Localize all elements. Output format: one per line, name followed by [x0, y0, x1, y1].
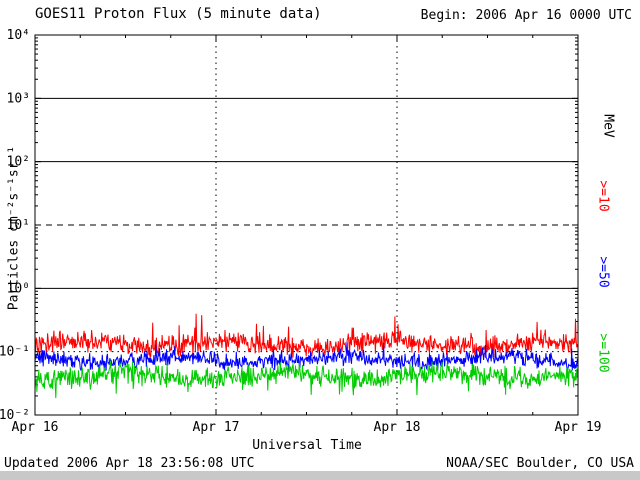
svg-text:10⁻²: 10⁻² — [0, 408, 30, 423]
series-line-10 — [34, 313, 579, 359]
chart-title: GOES11 Proton Flux (5 minute data) — [35, 6, 322, 22]
right-axis-unit-label: MeV — [600, 114, 616, 138]
legend-ge50: >=50 — [595, 256, 611, 288]
source-attribution: NOAA/SEC Boulder, CO USA — [446, 456, 634, 471]
svg-text:Apr 19: Apr 19 — [555, 420, 602, 435]
series-line-50 — [34, 342, 579, 372]
svg-text:10¹: 10¹ — [7, 218, 30, 233]
bottom-window-bar — [0, 471, 640, 480]
begin-timestamp: Begin: 2006 Apr 16 0000 UTC — [420, 8, 632, 23]
svg-text:10⁻¹: 10⁻¹ — [0, 345, 30, 360]
svg-text:10⁰: 10⁰ — [7, 281, 30, 296]
y-axis-label: Particles cm⁻²s⁻¹sr⁻¹ — [6, 145, 22, 311]
svg-text:10³: 10³ — [7, 91, 30, 106]
series-line-100 — [34, 360, 579, 399]
x-axis-label: Universal Time — [252, 438, 362, 453]
legend-ge10: >=10 — [595, 180, 611, 212]
svg-text:10²: 10² — [7, 155, 30, 170]
updated-timestamp: Updated 2006 Apr 18 23:56:08 UTC — [4, 456, 255, 471]
svg-text:Apr 16: Apr 16 — [12, 420, 59, 435]
svg-text:10⁴: 10⁴ — [7, 28, 30, 43]
legend-ge100: >=100 — [595, 333, 611, 373]
svg-text:Apr 18: Apr 18 — [374, 420, 421, 435]
svg-text:Apr 17: Apr 17 — [193, 420, 240, 435]
